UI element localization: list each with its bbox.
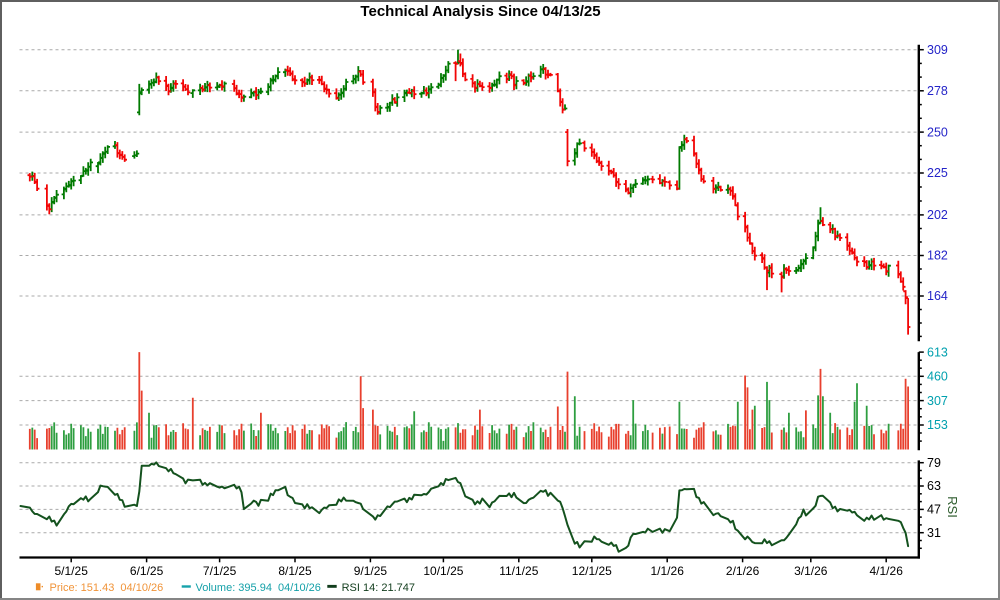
svg-text:307: 307	[927, 394, 948, 408]
svg-text:10/1/25: 10/1/25	[423, 564, 463, 578]
svg-text:Price: 151.43 04/10/26: Price: 151.43 04/10/26	[50, 582, 164, 594]
svg-text:9/1/25: 9/1/25	[354, 564, 388, 578]
svg-text:3/1/26: 3/1/26	[794, 564, 828, 578]
svg-text:7/1/25: 7/1/25	[203, 564, 237, 578]
svg-text:250: 250	[927, 125, 948, 139]
svg-text:12/1/25: 12/1/25	[572, 564, 612, 578]
svg-text:RSI: RSI	[945, 496, 960, 518]
svg-text:2/1/26: 2/1/26	[726, 564, 760, 578]
svg-text:4/1/26: 4/1/26	[870, 564, 904, 578]
svg-text:79: 79	[927, 456, 941, 470]
svg-text:31: 31	[927, 526, 941, 540]
svg-text:6/1/25: 6/1/25	[130, 564, 164, 578]
svg-text:613: 613	[927, 345, 948, 359]
svg-text:225: 225	[927, 166, 948, 180]
svg-text:63: 63	[927, 479, 941, 493]
svg-text:202: 202	[927, 208, 948, 222]
svg-text:11/1/25: 11/1/25	[499, 564, 538, 578]
svg-text:RSI 14: 21.747: RSI 14: 21.747	[342, 582, 415, 594]
svg-text:309: 309	[927, 43, 948, 57]
svg-text:8/1/25: 8/1/25	[278, 564, 312, 578]
svg-text:Technical Analysis Since 04/13: Technical Analysis Since 04/13/25	[360, 3, 600, 20]
svg-text:182: 182	[927, 249, 948, 263]
svg-text:153: 153	[927, 418, 948, 432]
svg-text:460: 460	[927, 370, 948, 384]
svg-text:164: 164	[927, 289, 948, 303]
svg-text:278: 278	[927, 84, 948, 98]
svg-text:Volume: 395.94 04/10/26: Volume: 395.94 04/10/26	[196, 582, 321, 594]
svg-text:1/1/26: 1/1/26	[651, 564, 685, 578]
svg-text:5/1/25: 5/1/25	[55, 564, 89, 578]
svg-text:47: 47	[927, 503, 941, 517]
